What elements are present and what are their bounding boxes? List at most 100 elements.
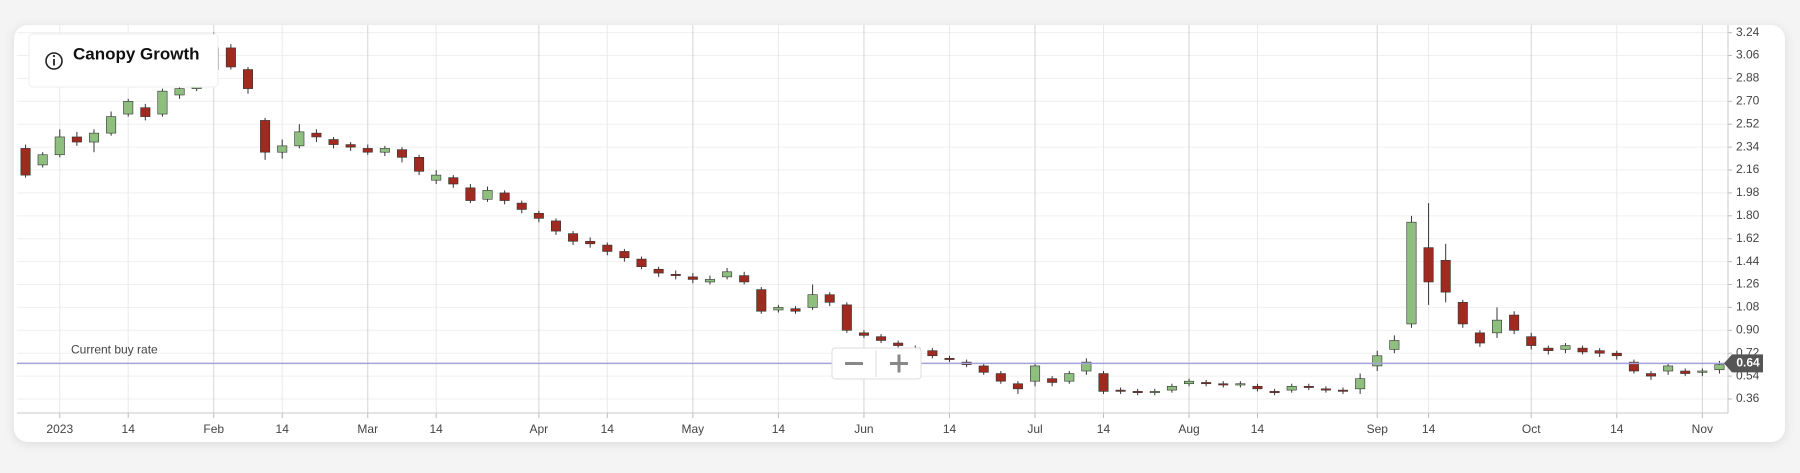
candle-body [876,336,887,341]
candle-body [807,294,818,308]
candle-body [431,174,442,181]
candle-body [790,308,801,312]
x-tick-label: 14 [1610,422,1624,436]
candle-body [1012,383,1023,390]
y-tick-label: 2.52 [1736,116,1760,130]
candle-body [1235,383,1246,386]
candle-body [362,148,373,153]
x-tick-label: 14 [943,422,957,436]
candle-body [516,202,527,210]
candle-body [328,139,339,145]
candle-body [1218,383,1229,386]
candle-body [1526,336,1537,346]
candle-body [1594,350,1605,354]
x-tick-label: Jul [1027,422,1042,436]
candle-body [123,101,134,115]
candle-body [773,307,784,311]
candle-body [858,332,869,336]
candle-body [1457,302,1468,325]
candle-body [20,148,31,176]
y-tick-label: 3.24 [1736,25,1760,39]
candle-body [1115,389,1126,392]
current-rate-label: Current buy rate [71,343,158,357]
candle-body [448,177,459,185]
candle-body [1252,385,1263,390]
candle-body [1577,347,1588,353]
candle-body [636,258,647,268]
candle-body [1184,380,1195,385]
y-tick-label: 1.98 [1736,185,1760,199]
y-tick-label: 1.08 [1736,300,1760,314]
candle-body [722,271,733,278]
y-tick-label: 1.26 [1736,277,1760,291]
candle-body [174,88,185,96]
candle-body [653,268,664,274]
candle-body [225,47,236,68]
candle-body [1628,361,1639,372]
candle-body [995,373,1006,382]
candle-body [1047,378,1058,383]
y-tick-label: 2.88 [1736,71,1760,85]
candle-body [944,357,955,360]
candle-body [1645,373,1657,377]
candle-body [550,220,561,232]
y-tick-label: 2.16 [1736,162,1760,176]
info-icon[interactable] [45,52,63,70]
x-tick-label: 14 [1251,422,1265,436]
x-tick-label: 14 [122,422,136,436]
y-tick-label: 1.80 [1736,208,1760,222]
y-tick-label: 3.06 [1736,48,1760,62]
candle-body [1372,355,1383,367]
candle-body [1423,247,1434,283]
candle-body [1714,364,1725,371]
candle-body [1543,347,1554,351]
x-tick-label: Mar [357,422,378,436]
current-rate-marker [1724,354,1763,373]
candle-body [1269,391,1280,393]
candle-body [1149,391,1160,393]
x-tick-label: 14 [276,422,290,436]
y-tick-label: 0.36 [1736,391,1760,405]
candle-body [1680,370,1691,374]
x-tick-label: 2023 [46,422,73,436]
y-tick-label: 2.34 [1736,139,1760,153]
candle-body [37,154,48,166]
y-tick-label: 0.90 [1736,322,1760,336]
x-tick-label: 14 [430,422,444,436]
x-tick-label: May [682,422,705,436]
candle-body [396,149,407,158]
candle-body [824,294,835,303]
candle-body [242,69,253,89]
y-tick-label: 1.44 [1736,254,1760,268]
candle-body [499,192,510,201]
candle-body [260,120,271,153]
candle-body [277,145,288,153]
candle-body [739,275,750,283]
current-rate-value: 0.64 [1736,356,1760,370]
candle-body [1509,314,1520,331]
info-icon-dot [52,54,56,58]
candle-body [294,131,305,147]
candle-body [687,276,698,280]
candle-body [1303,385,1314,388]
candle-body [465,187,476,201]
candle-body [140,107,151,117]
candle-body [345,144,356,148]
x-tick-label: Oct [1522,422,1541,436]
candle-body [414,157,425,172]
candle-body [1611,352,1622,357]
candle-body [1440,260,1451,293]
x-tick-label: Aug [1178,422,1199,436]
candle-body [704,279,715,283]
x-tick-label: Jun [854,422,873,436]
candle-body [1406,221,1417,325]
card [14,25,1785,442]
candle-body [1355,378,1366,390]
candle-body [1166,385,1177,391]
x-tick-label: 14 [1422,422,1436,436]
candle-body [978,365,989,373]
candle-body [482,190,493,200]
title-box [28,33,219,88]
